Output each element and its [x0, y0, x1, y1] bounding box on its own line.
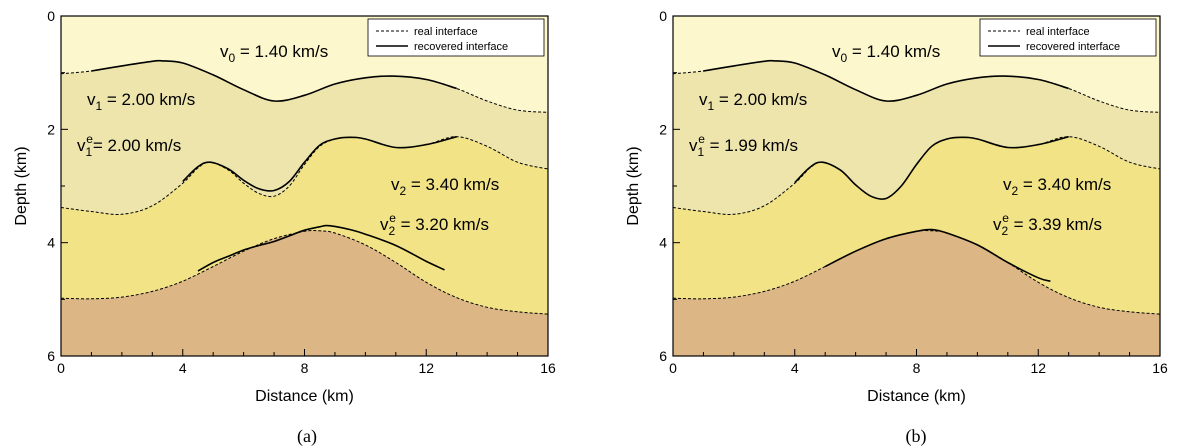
velocity-label: v2e = 3.39 km/s: [993, 211, 1102, 238]
layer-3-fill: [673, 230, 1160, 356]
x-axis-label: Distance (km): [867, 388, 966, 405]
y-tick-label: 0: [659, 8, 667, 24]
real-interface-line: [60, 136, 549, 216]
velocity-label: v1 = 2.00 km/s: [87, 90, 195, 113]
x-tick-label: 12: [1030, 360, 1046, 376]
y-axis-label: Depth (km): [625, 146, 642, 225]
velocity-label: v0 = 1.40 km/s: [220, 42, 328, 65]
recovered-interface-line: [197, 224, 445, 272]
recovered-interface-line: [91, 59, 457, 102]
legend-label-recovered: recovered interface: [1026, 41, 1120, 53]
x-tick-label: 8: [913, 360, 921, 376]
y-tick-label: 2: [47, 121, 55, 137]
chart-panel-1: 0 4 8 12 16 0 2 4 6 Distance (km) Depth (km) (b) rea…: [625, 8, 1168, 447]
recovered-interface-line: [794, 135, 1069, 200]
x-tick-label: 8: [301, 360, 309, 376]
recovered-interface-line: [824, 228, 1051, 282]
y-tick-label: 4: [659, 235, 667, 251]
velocity-label: v1 = 2.00 km/s: [699, 90, 807, 113]
y-axis-label: Depth (km): [13, 146, 30, 225]
x-tick-label: 12: [418, 360, 434, 376]
y-tick-label: 6: [47, 348, 55, 364]
x-tick-label: 16: [540, 360, 556, 376]
layer-3-fill: [61, 230, 548, 356]
real-interface-line: [672, 229, 1161, 315]
legend: real interface recovered interface: [367, 18, 545, 57]
y-tick-label: 2: [659, 121, 667, 137]
x-tick-label: 0: [57, 360, 65, 376]
velocity-label: v1e= 2.00 km/s: [77, 132, 181, 159]
legend-box: [979, 18, 1157, 57]
x-tick-label: 16: [1152, 360, 1168, 376]
legend-label-real: real interface: [414, 26, 478, 38]
real-interface-line: [60, 229, 549, 315]
recovered-interface-line: [703, 59, 1069, 102]
legend-box: [367, 18, 545, 57]
y-tick-label: 6: [659, 348, 667, 364]
velocity-label: v0 = 1.40 km/s: [832, 42, 940, 65]
x-tick-label: 0: [669, 360, 677, 376]
velocity-label: v2 = 3.40 km/s: [1003, 175, 1111, 198]
x-axis-label: Distance (km): [255, 388, 354, 405]
legend-label-real: real interface: [1026, 26, 1090, 38]
x-tick-label: 4: [179, 360, 187, 376]
chart-panel-0: 0 4 8 12 16 0 2 4 6 Distance (km) Depth (km) (a) rea…: [13, 8, 556, 447]
velocity-label: v2 = 3.40 km/s: [391, 175, 499, 198]
panel-caption: (b): [906, 426, 927, 447]
panel-caption: (a): [297, 426, 317, 447]
recovered-interface-line: [182, 135, 457, 192]
x-tick-label: 4: [791, 360, 799, 376]
velocity-label: v2e = 3.20 km/s: [380, 211, 489, 238]
velocity-label: v1e = 1.99 km/s: [689, 132, 798, 159]
legend-label-recovered: recovered interface: [414, 41, 508, 53]
legend: real interface recovered interface: [979, 18, 1157, 57]
y-tick-label: 4: [47, 235, 55, 251]
y-tick-label: 0: [47, 8, 55, 24]
